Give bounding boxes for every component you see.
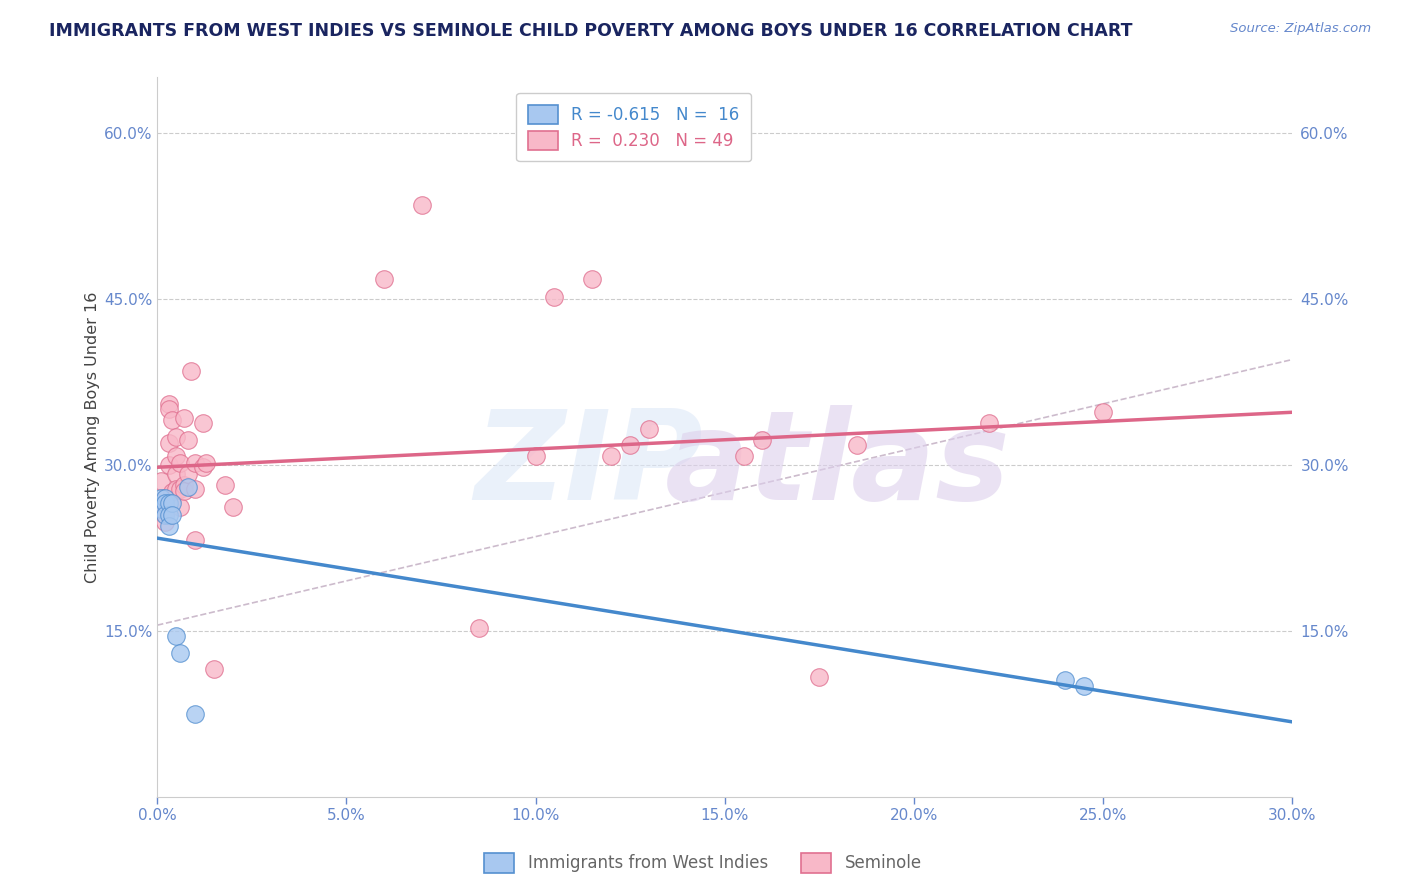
Point bbox=[619, 438, 641, 452]
Point bbox=[157, 435, 180, 450]
Point bbox=[979, 416, 1001, 430]
Point bbox=[524, 449, 547, 463]
Point bbox=[184, 482, 207, 496]
Y-axis label: Child Poverty Among Boys Under 16: Child Poverty Among Boys Under 16 bbox=[86, 292, 100, 582]
Point bbox=[543, 289, 565, 303]
Point bbox=[184, 706, 207, 721]
Point bbox=[157, 518, 180, 533]
Point bbox=[150, 475, 173, 489]
Point bbox=[153, 491, 176, 505]
Point bbox=[169, 482, 191, 496]
Point bbox=[581, 272, 603, 286]
Point bbox=[191, 459, 214, 474]
Point bbox=[176, 467, 198, 481]
Point bbox=[153, 508, 176, 522]
Point bbox=[733, 449, 755, 463]
Legend: Immigrants from West Indies, Seminole: Immigrants from West Indies, Seminole bbox=[478, 847, 928, 880]
Point bbox=[191, 416, 214, 430]
Text: ZIP: ZIP bbox=[474, 405, 703, 526]
Point bbox=[180, 364, 202, 378]
Point bbox=[162, 508, 184, 522]
Point bbox=[173, 484, 195, 499]
Point bbox=[184, 456, 207, 470]
Legend: R = -0.615   N =  16, R =  0.230   N = 49: R = -0.615 N = 16, R = 0.230 N = 49 bbox=[516, 93, 751, 161]
Point bbox=[153, 496, 176, 510]
Point bbox=[846, 438, 869, 452]
Point bbox=[165, 482, 187, 496]
Point bbox=[1073, 679, 1095, 693]
Point bbox=[176, 480, 198, 494]
Text: Source: ZipAtlas.com: Source: ZipAtlas.com bbox=[1230, 22, 1371, 36]
Point bbox=[202, 662, 225, 676]
Point bbox=[153, 508, 176, 522]
Point bbox=[468, 622, 491, 636]
Text: IMMIGRANTS FROM WEST INDIES VS SEMINOLE CHILD POVERTY AMONG BOYS UNDER 16 CORREL: IMMIGRANTS FROM WEST INDIES VS SEMINOLE … bbox=[49, 22, 1133, 40]
Point bbox=[165, 430, 187, 444]
Point bbox=[600, 449, 623, 463]
Point bbox=[162, 413, 184, 427]
Point bbox=[195, 456, 218, 470]
Point bbox=[638, 422, 661, 436]
Point bbox=[222, 500, 245, 514]
Point bbox=[373, 272, 395, 286]
Point bbox=[165, 629, 187, 643]
Point bbox=[173, 477, 195, 491]
Point bbox=[1053, 673, 1076, 688]
Point bbox=[165, 467, 187, 481]
Point bbox=[176, 434, 198, 448]
Text: atlas: atlas bbox=[665, 405, 1011, 526]
Point bbox=[157, 458, 180, 472]
Point bbox=[169, 646, 191, 660]
Point bbox=[173, 411, 195, 425]
Point bbox=[169, 456, 191, 470]
Point bbox=[157, 397, 180, 411]
Point bbox=[157, 508, 180, 522]
Point bbox=[411, 197, 433, 211]
Point bbox=[162, 496, 184, 510]
Point bbox=[150, 496, 173, 510]
Point bbox=[808, 670, 831, 684]
Point bbox=[169, 500, 191, 514]
Point bbox=[1091, 404, 1114, 418]
Point bbox=[153, 491, 176, 505]
Point bbox=[751, 434, 773, 448]
Point bbox=[150, 491, 173, 505]
Point bbox=[165, 449, 187, 463]
Point bbox=[184, 533, 207, 547]
Point bbox=[157, 496, 180, 510]
Point bbox=[162, 493, 184, 508]
Point bbox=[214, 477, 236, 491]
Point bbox=[153, 515, 176, 529]
Point bbox=[162, 485, 184, 500]
Point bbox=[150, 502, 173, 516]
Point bbox=[157, 402, 180, 417]
